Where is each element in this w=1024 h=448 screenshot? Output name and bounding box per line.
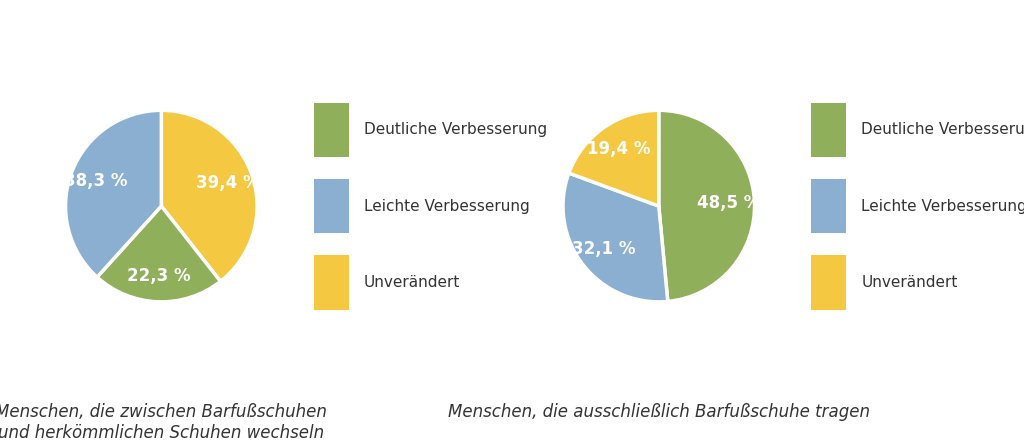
FancyBboxPatch shape (314, 179, 348, 233)
Wedge shape (563, 173, 668, 302)
Text: Leichte Verbesserung: Leichte Verbesserung (861, 198, 1024, 214)
Text: Deutliche Verbesserung: Deutliche Verbesserung (364, 122, 547, 138)
Text: Menschen, die ausschließlich Barfußschuhe tragen: Menschen, die ausschließlich Barfußschuh… (447, 403, 869, 421)
Wedge shape (97, 206, 220, 302)
Text: 22,3 %: 22,3 % (127, 267, 190, 285)
FancyBboxPatch shape (811, 103, 846, 157)
Text: 38,3 %: 38,3 % (65, 172, 128, 190)
Text: 19,4 %: 19,4 % (587, 140, 650, 158)
Text: Unverändert: Unverändert (861, 275, 957, 290)
Text: Leichte Verbesserung: Leichte Verbesserung (364, 198, 529, 214)
FancyBboxPatch shape (314, 255, 348, 310)
Text: Unverändert: Unverändert (364, 275, 461, 290)
Text: 48,5 %: 48,5 % (697, 194, 760, 212)
Text: Deutliche Verbesserung: Deutliche Verbesserung (861, 122, 1024, 138)
FancyBboxPatch shape (811, 255, 846, 310)
FancyBboxPatch shape (314, 103, 348, 157)
FancyBboxPatch shape (811, 179, 846, 233)
Text: Menschen, die zwischen Barfußschuhen
und herkömmlichen Schuhen wechseln: Menschen, die zwischen Barfußschuhen und… (0, 403, 328, 442)
Wedge shape (162, 110, 257, 281)
Text: 32,1 %: 32,1 % (571, 240, 635, 258)
Wedge shape (569, 110, 658, 206)
Wedge shape (66, 110, 162, 277)
Wedge shape (658, 110, 755, 302)
Text: 39,4 %: 39,4 % (196, 174, 259, 192)
